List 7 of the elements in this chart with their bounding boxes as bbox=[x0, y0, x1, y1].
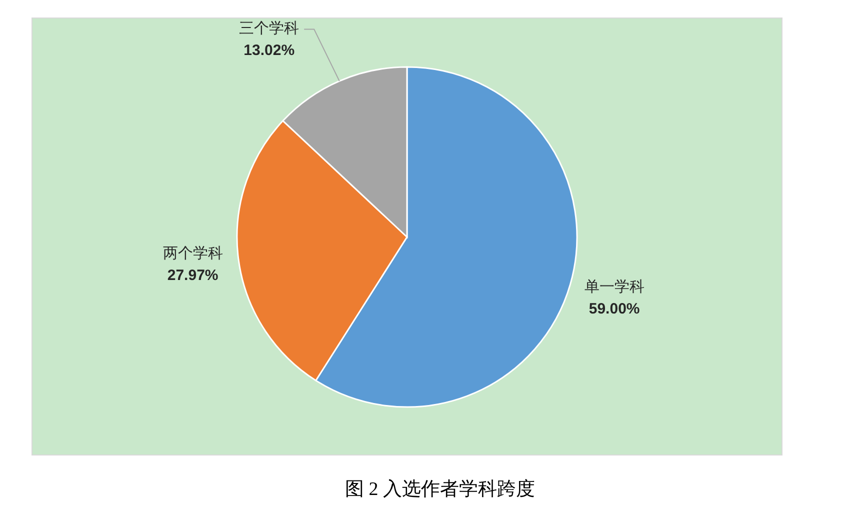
data-label: 13.02% bbox=[244, 42, 295, 60]
slice-label: 三个学科 bbox=[239, 20, 300, 38]
slice-label: 单一学科 bbox=[584, 278, 644, 296]
slice-label: 两个学科 bbox=[162, 245, 223, 262]
data-label: 59.00% bbox=[588, 300, 640, 318]
data-label: 27.97% bbox=[167, 267, 218, 284]
caption: 图 2 入选作者学科跨度 bbox=[345, 478, 535, 500]
